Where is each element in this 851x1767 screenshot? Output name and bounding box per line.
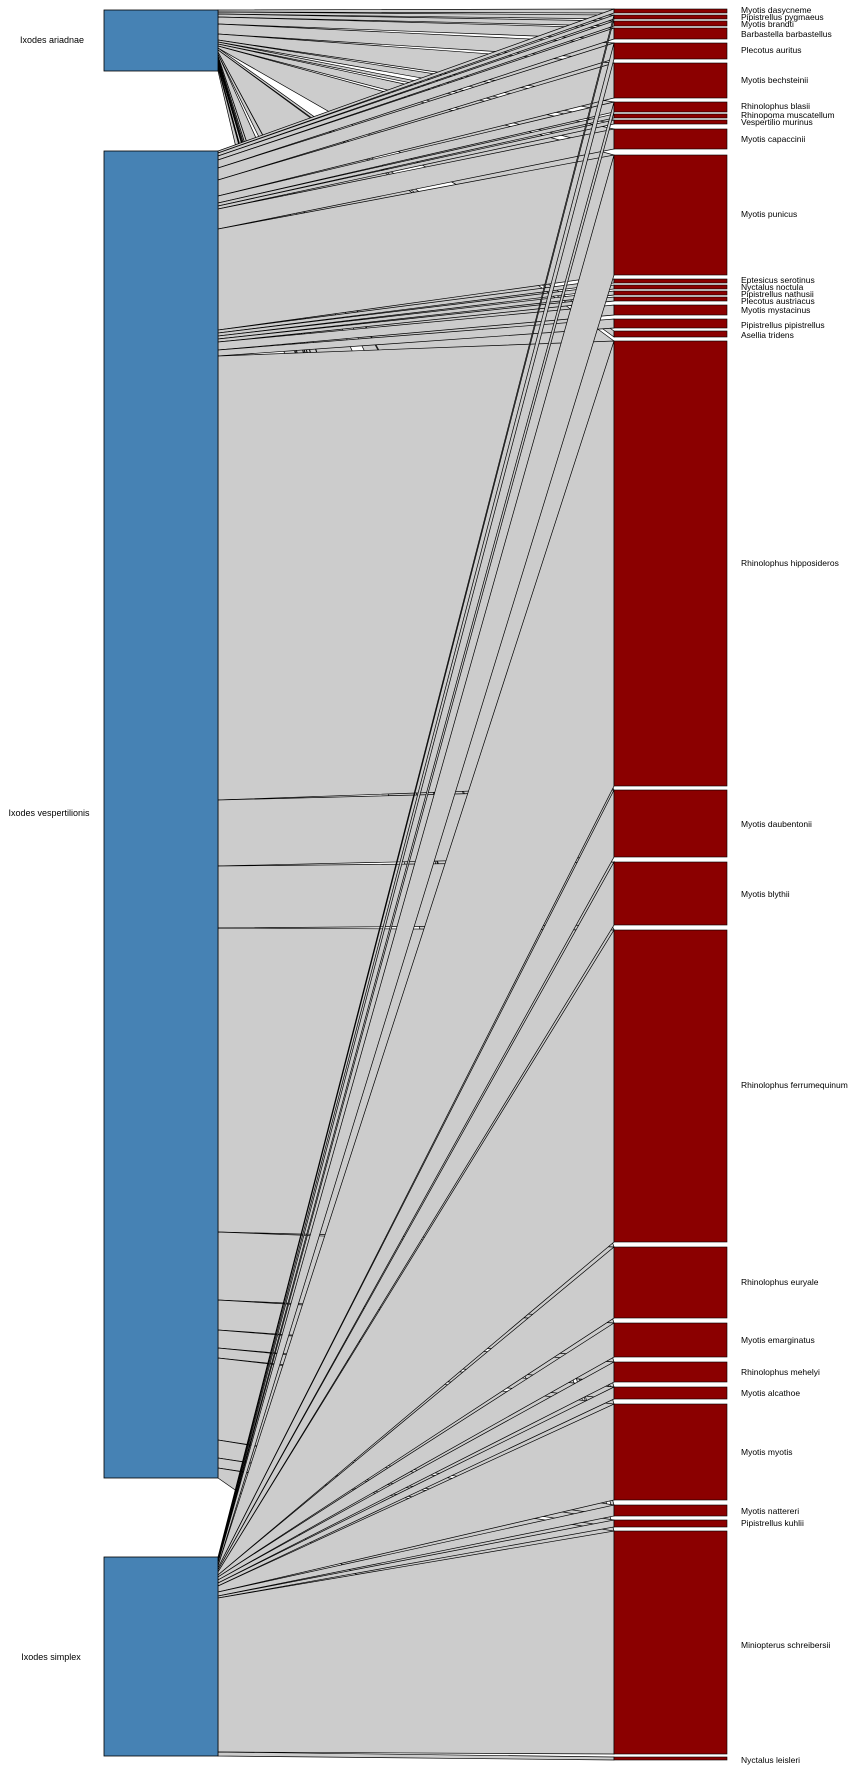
bar-myotis-myotis xyxy=(613,1403,728,1501)
bar-rhinolophus-hipposideros xyxy=(613,340,728,787)
bar-plecotus-austriacus xyxy=(613,296,728,302)
label-myotis-emarginatus: Myotis emarginatus xyxy=(741,1335,815,1345)
label-pipistrellus-nathusii: Pipistrellus nathusii xyxy=(741,289,814,299)
label-rhinolophus-euryale: Rhinolophus euryale xyxy=(741,1277,819,1287)
bar-rhinolophus-blasii xyxy=(613,101,728,113)
bar-myotis-emarginatus xyxy=(613,1322,728,1358)
bar-myotis-brandti xyxy=(613,20,728,27)
label-myotis-capaccinii: Myotis capaccinii xyxy=(741,134,805,144)
label-myotis-alcathoe: Myotis alcathoe xyxy=(741,1388,800,1398)
bar-rhinolophus-mehelyi xyxy=(613,1361,728,1383)
label-rhinolophus-hipposideros: Rhinolophus hipposideros xyxy=(741,558,839,568)
label-myotis-dasycneme: Myotis dasycneme xyxy=(741,5,812,15)
label-myotis-mystacinus: Myotis mystacinus xyxy=(741,305,810,315)
bar-myotis-dasycneme xyxy=(613,8,728,14)
label-pipistrellus-pipistrellus: Pipistrellus pipistrellus xyxy=(741,320,825,330)
label-ixodes-ariadnae: Ixodes ariadnae xyxy=(20,35,84,45)
label-ixodes-simplex: Ixodes simplex xyxy=(21,1652,81,1662)
bar-ixodes-ariadnae xyxy=(103,9,219,72)
bar-myotis-blythii xyxy=(613,861,728,926)
lower-level-labels: Myotis dasycneme Pipistrellus pygmaeus M… xyxy=(741,5,848,1765)
bar-eptesicus-serotinus xyxy=(613,278,728,284)
label-myotis-bechsteinii: Myotis bechsteinii xyxy=(741,75,808,85)
bar-myotis-nattereri xyxy=(613,1504,728,1517)
label-pipistrellus-kuhlii: Pipistrellus kuhlii xyxy=(741,1518,804,1528)
label-myotis-brandti: Myotis brandti xyxy=(741,19,794,29)
label-nyctalus-leisleri: Nyctalus leisleri xyxy=(741,1755,800,1765)
bar-pipistrellus-kuhlii xyxy=(613,1519,728,1528)
label-myotis-punicus: Myotis punicus xyxy=(741,209,797,219)
bar-myotis-punicus xyxy=(613,154,728,276)
label-vespertilio-murinus: Vespertilio murinus xyxy=(741,117,813,127)
bar-pipistrellus-pipistrellus xyxy=(613,318,728,329)
label-plecotus-auritus: Plecotus auritus xyxy=(741,45,801,55)
label-plecotus-austriacus: Plecotus austriacus xyxy=(741,296,815,306)
higher-level-bars xyxy=(103,9,219,1757)
bar-rhinolophus-ferrumequinum xyxy=(613,929,728,1243)
label-rhinopoma-muscatellum: Rhinopoma muscatellum xyxy=(741,110,835,120)
bar-barbastella-barbastellus xyxy=(613,27,728,40)
bar-ixodes-vespertilionis xyxy=(103,150,219,1479)
label-rhinolophus-ferrumequinum: Rhinolophus ferrumequinum xyxy=(741,1080,848,1090)
bar-asellia-tridens xyxy=(613,330,728,338)
higher-level-labels: Ixodes ariadnae Ixodes vespertilionis Ix… xyxy=(8,35,90,1662)
label-rhinolophus-mehelyi: Rhinolophus mehelyi xyxy=(741,1367,820,1377)
bar-ixodes-simplex xyxy=(103,1556,219,1757)
label-rhinolophus-blasii: Rhinolophus blasii xyxy=(741,101,810,111)
bar-nyctalus-leisleri xyxy=(613,1756,728,1761)
label-pipistrellus-pygmaeus: Pipistrellus pygmaeus xyxy=(741,12,824,22)
label-asellia-tridens: Asellia tridens xyxy=(741,330,794,340)
bar-miniopterus-schreibersii xyxy=(613,1530,728,1755)
label-ixodes-vespertilionis: Ixodes vespertilionis xyxy=(8,808,90,818)
label-barbastella-barbastellus: Barbastella barbastellus xyxy=(741,29,832,39)
bar-myotis-alcathoe xyxy=(613,1386,728,1400)
bar-pipistrellus-nathusii xyxy=(613,290,728,296)
bar-myotis-capaccinii xyxy=(613,128,728,150)
bar-myotis-daubentonii xyxy=(613,789,728,858)
interaction-links xyxy=(217,8,615,1761)
bar-plecotus-auritus xyxy=(613,42,728,60)
label-nyctalus-noctula: Nyctalus noctula xyxy=(741,282,804,292)
bar-rhinolophus-euryale xyxy=(613,1246,728,1319)
label-myotis-nattereri: Myotis nattereri xyxy=(741,1506,799,1516)
lower-level-bars xyxy=(613,8,728,1761)
label-eptesicus-serotinus: Eptesicus serotinus xyxy=(741,275,815,285)
bar-nyctalus-noctula xyxy=(613,284,728,290)
bar-myotis-mystacinus xyxy=(613,304,728,316)
bar-myotis-bechsteinii xyxy=(613,62,728,99)
label-myotis-myotis: Myotis myotis xyxy=(741,1447,792,1457)
label-myotis-daubentonii: Myotis daubentonii xyxy=(741,819,812,829)
bar-rhinopoma-muscatellum xyxy=(613,113,728,119)
bar-vespertilio-murinus xyxy=(613,119,728,125)
label-myotis-blythii: Myotis blythii xyxy=(741,889,790,899)
bar-pipistrellus-pygmaeus xyxy=(613,14,728,20)
label-miniopterus-schreibersii: Miniopterus schreibersii xyxy=(741,1640,830,1650)
